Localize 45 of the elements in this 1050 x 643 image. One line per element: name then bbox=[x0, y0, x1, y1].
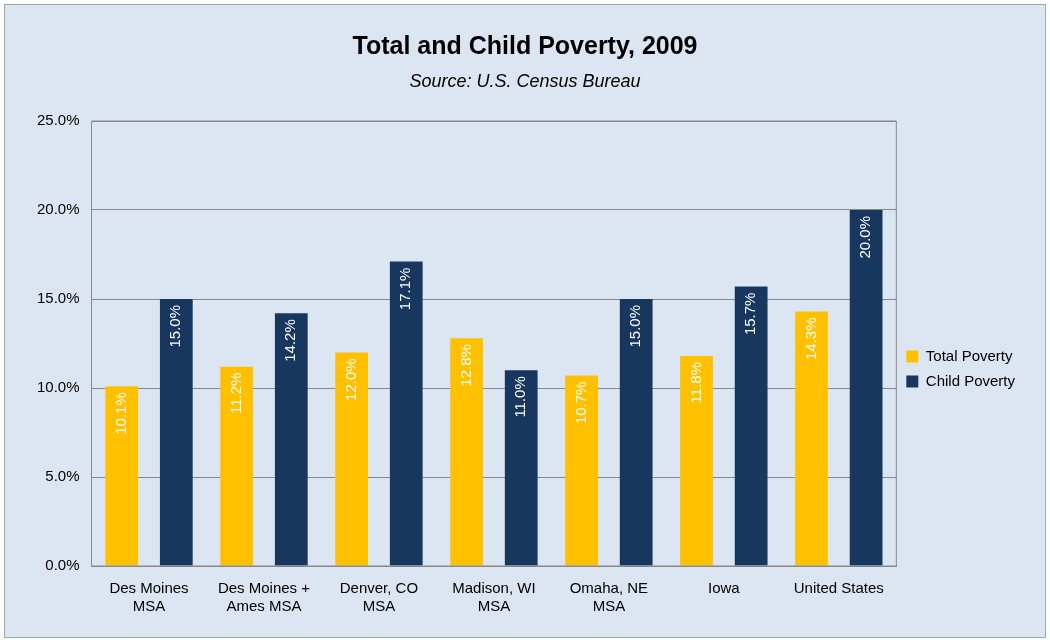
y-tick-label: 0.0% bbox=[45, 556, 80, 574]
data-label: 11.0% bbox=[511, 376, 529, 418]
x-tick-label: Des Moines MSA bbox=[109, 579, 189, 615]
data-label: 12.8% bbox=[456, 344, 474, 387]
bar bbox=[335, 352, 369, 566]
x-tick-label: Madison, WI MSA bbox=[452, 579, 536, 615]
bar bbox=[159, 299, 193, 566]
legend-label: Total Poverty bbox=[925, 346, 1013, 364]
data-label: 17.1% bbox=[396, 267, 414, 311]
bar bbox=[220, 366, 254, 566]
y-tick-label: 25.0% bbox=[36, 111, 80, 129]
bar bbox=[450, 338, 483, 566]
data-label: 14.3% bbox=[801, 317, 819, 361]
bar bbox=[389, 261, 423, 566]
x-tick-label: Denver, CO MSA bbox=[339, 579, 419, 615]
x-tick-label: Iowa bbox=[708, 579, 741, 597]
bar bbox=[795, 311, 828, 566]
bar bbox=[504, 370, 538, 566]
y-tick-label: 20.0% bbox=[36, 200, 80, 218]
x-tick-label: Des Moines + Ames MSA bbox=[217, 579, 311, 615]
y-tick-label: 15.0% bbox=[36, 289, 80, 307]
x-tick-label: Omaha, NE MSA bbox=[569, 579, 649, 615]
bar bbox=[619, 299, 653, 566]
bar bbox=[680, 355, 713, 566]
bar bbox=[274, 313, 308, 566]
data-label: 15.0% bbox=[166, 305, 184, 348]
data-label: 12.0% bbox=[341, 358, 359, 401]
bar bbox=[849, 210, 883, 566]
x-tick-label: United States bbox=[793, 579, 884, 597]
data-label: 15.0% bbox=[626, 305, 644, 348]
bar bbox=[734, 286, 768, 566]
data-label: 10.1% bbox=[111, 392, 129, 435]
data-label: 11.8% bbox=[686, 361, 704, 404]
chart-subtitle: Source: U.S. Census Bureau bbox=[408, 71, 642, 92]
y-tick-label: 10.0% bbox=[36, 378, 80, 396]
y-tick-label: 5.0% bbox=[45, 467, 80, 485]
bar bbox=[105, 386, 139, 566]
bar bbox=[565, 375, 598, 566]
data-label: 15.7% bbox=[741, 292, 759, 336]
legend-label: Child Poverty bbox=[925, 371, 1016, 389]
data-label: 14.2% bbox=[281, 319, 299, 362]
data-label: 11.2% bbox=[226, 372, 244, 415]
data-label: 10.7% bbox=[571, 381, 589, 425]
data-label: 20.0% bbox=[856, 216, 874, 259]
chart-title: Total and Child Poverty, 2009 bbox=[351, 31, 699, 60]
